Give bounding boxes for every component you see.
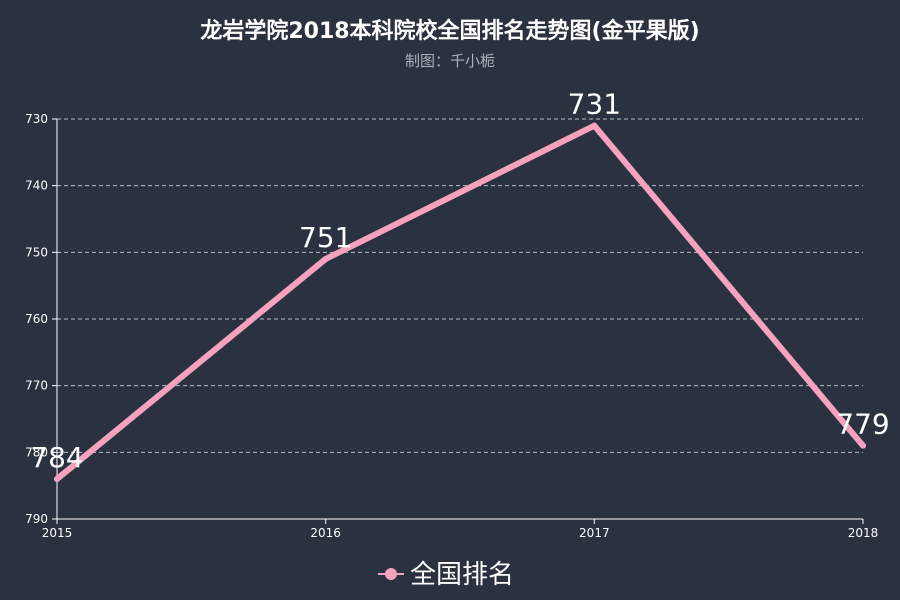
data-label: 784	[30, 441, 83, 474]
y-tick-label: 750	[25, 245, 48, 259]
y-tick-label: 770	[25, 379, 48, 393]
x-tick-label: 2017	[579, 526, 610, 540]
y-tick-label: 760	[25, 312, 48, 326]
y-tick-label: 740	[25, 179, 48, 193]
data-point	[54, 476, 60, 482]
x-tick-label: 2018	[848, 526, 879, 540]
legend-label: 全国排名	[410, 560, 514, 590]
legend[interactable]: 全国排名	[378, 560, 514, 590]
data-point	[860, 442, 866, 449]
series-layer	[54, 122, 866, 482]
data-label-layer: 784 751 731 779	[30, 88, 889, 474]
chart-subtitle: 制图：千小栀	[405, 52, 495, 70]
series-line	[54, 122, 866, 482]
chart-title: 龙岩学院2018本科院校全国排名走势图(金平果版)	[200, 18, 699, 44]
y-tick-label: 780	[25, 445, 48, 459]
legend-marker-icon	[385, 568, 397, 580]
data-point	[322, 256, 329, 262]
y-tick-label: 730	[25, 112, 48, 126]
data-label: 751	[299, 221, 352, 254]
grid-layer	[57, 118, 863, 453]
x-tick-label: 2016	[310, 526, 341, 540]
x-tick-label: 2015	[42, 526, 73, 540]
data-label: 731	[568, 88, 621, 121]
y-tick-label: 790	[25, 512, 48, 526]
data-point	[591, 122, 598, 129]
data-label: 779	[836, 408, 889, 441]
